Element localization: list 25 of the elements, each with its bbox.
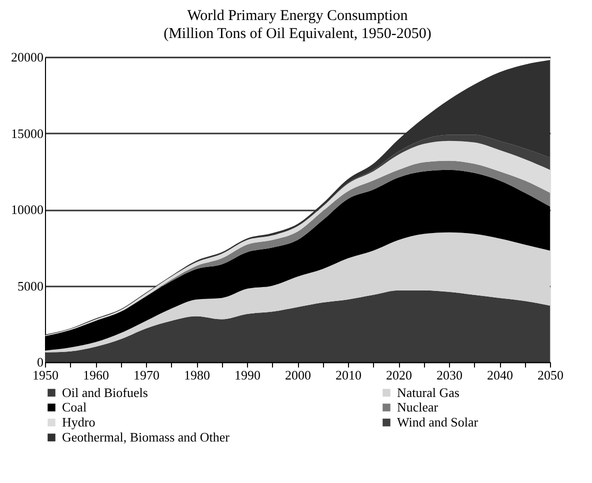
legend-label: Natural Gas <box>397 384 460 400</box>
x-tick-label: 1970 <box>134 368 160 382</box>
y-tick-label: 10000 <box>11 202 44 217</box>
legend-label: Geothermal, Biomass and Other <box>62 430 230 444</box>
x-tick-label: 1990 <box>234 368 260 382</box>
x-tick-label: 2040 <box>487 368 513 382</box>
legend-label: Nuclear <box>397 400 439 414</box>
y-tick-label: 0 <box>37 354 44 370</box>
x-tick-label: 2010 <box>336 368 362 382</box>
chart-subtitle: (Million Tons of Oil Equivalent, 1950-2050) <box>164 26 432 42</box>
chart-title: World Primary Energy Consumption <box>187 8 408 24</box>
legend-label: Hydro <box>62 414 96 430</box>
y-tick-label: 5000 <box>18 278 44 294</box>
x-tick-label: 2030 <box>436 368 462 382</box>
legend-label: Oil and Biofuels <box>62 384 148 400</box>
y-tick-label: 15000 <box>11 126 44 141</box>
x-tick-label: 1960 <box>83 368 109 382</box>
x-tick-label: 2020 <box>386 368 412 382</box>
legend-label: Coal <box>62 400 87 414</box>
y-tick-label: 20000 <box>11 50 44 64</box>
x-tick-label: 2050 <box>538 368 564 382</box>
x-tick-label: 2000 <box>285 368 311 382</box>
x-tick-label: 1980 <box>184 368 210 382</box>
x-tick-label: 1950 <box>32 368 58 382</box>
legend-label: Wind and Solar <box>397 414 479 430</box>
